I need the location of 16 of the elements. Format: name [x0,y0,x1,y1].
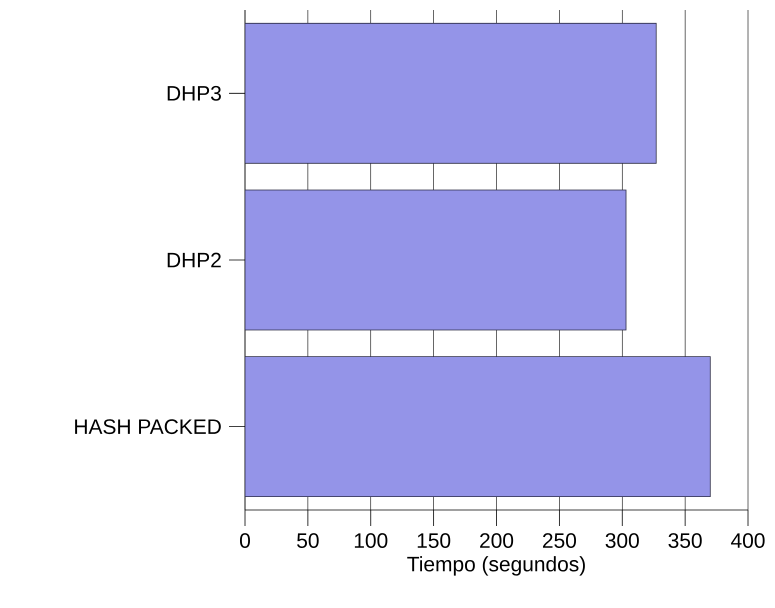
bar [245,22,657,164]
x-tick-label: 0 [240,533,250,548]
y-tick-label: DHP2 [168,252,221,268]
x-tick-label: 50 [297,533,319,548]
y-tick-label: DHP3 [168,86,221,101]
x-tick-label: 150 [418,533,450,548]
x-tick-label: 300 [606,533,639,548]
y-tick-label: HASH PACKED [75,419,221,434]
x-tick-label: 100 [354,533,388,548]
x-tick-label: 350 [668,533,702,548]
x-tick-label: 400 [731,533,765,548]
x-tick-label: 200 [480,533,514,548]
x-tick-label: 250 [542,533,576,548]
x-axis-title: Tiempo (segundos) [407,556,585,576]
bar [245,190,626,330]
bar [245,356,711,498]
